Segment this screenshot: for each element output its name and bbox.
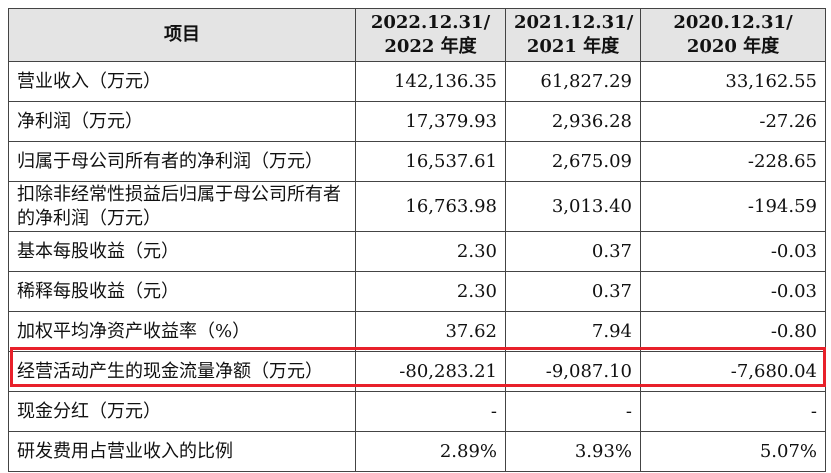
header-line: 2020 年度 [686,36,780,57]
value-cell: 0.37 [505,271,641,312]
data-table: 项目 2022.12.31/2022 年度 2021.12.31/2021 年度 20… [8,8,826,472]
value-cell: -0.03 [640,271,826,312]
row-label: 基本每股收益（元） [8,231,356,272]
value-cell: 3,013.40 [505,181,641,232]
value-cell: - [355,391,506,432]
value-cell: - [640,391,826,432]
value-cell: -194.59 [640,181,826,232]
value-cell: 33,162.55 [640,61,826,102]
value-cell: 17,379.93 [355,101,506,142]
header-line: 2022 年度 [384,36,477,57]
value-cell: 16,537.61 [355,141,506,182]
row-label: 现金分红（万元） [8,391,356,432]
value-cell: 5.07% [640,431,826,472]
value-cell: -0.03 [640,231,826,272]
value-cell: 37.62 [355,311,506,352]
header-line: 2022.12.31/ [370,12,491,33]
table-row: 稀释每股收益（元） 2.30 0.37 -0.03 [8,271,826,312]
row-label: 营业收入（万元） [8,61,356,102]
row-label: 研发费用占营业收入的比例 [8,431,356,472]
table-row: 经营活动产生的现金流量净额（万元） -80,283.21 -9,087.10 -7,6… [8,351,826,392]
row-label: 加权平均净资产收益率（%） [8,311,356,352]
value-cell: -228.65 [640,141,826,182]
table-row: 扣除非经常性损益后归属于母公司所有者的净利润（万元） 16,763.98 3,013… [8,181,826,232]
table-row: 现金分红（万元） - - - [8,391,826,432]
row-label: 经营活动产生的现金流量净额（万元） [8,351,356,392]
header-cell: 项目 [8,8,356,62]
header-cell: 2021.12.31/2021 年度 [505,8,641,62]
row-label: 稀释每股收益（元） [8,271,356,312]
value-cell: -7,680.04 [640,351,826,392]
value-cell: 0.37 [505,231,641,272]
header-line: 2021.12.31/ [514,12,634,33]
value-cell: 2,675.09 [505,141,641,182]
row-label: 净利润（万元） [8,101,356,142]
header-cell: 2022.12.31/2022 年度 [355,8,506,62]
table-row: 营业收入（万元） 142,136.35 61,827.29 33,162.55 [8,61,826,102]
value-cell: 2.30 [355,231,506,272]
value-cell: 142,136.35 [355,61,506,102]
header-cell: 2020.12.31/2020 年度 [640,8,826,62]
header-line: 2020.12.31/ [673,12,793,33]
value-cell: 16,763.98 [355,181,506,232]
table-row: 净利润（万元） 17,379.93 2,936.28 -27.26 [8,101,826,142]
header-line: 2021 年度 [526,36,620,57]
row-label: 归属于母公司所有者的净利润（万元） [8,141,356,182]
value-cell: -0.80 [640,311,826,352]
table-row: 归属于母公司所有者的净利润（万元） 16,537.61 2,675.09 -228.6… [8,141,826,182]
value-cell: 2.89% [355,431,506,472]
value-cell: - [505,391,641,432]
value-cell: -9,087.10 [505,351,641,392]
value-cell: 3.93% [505,431,641,472]
value-cell: 7.94 [505,311,641,352]
value-cell: 2.30 [355,271,506,312]
header-row: 项目 2022.12.31/2022 年度 2021.12.31/2021 年度 20… [8,8,826,62]
value-cell: -80,283.21 [355,351,506,392]
row-label: 扣除非经常性损益后归属于母公司所有者的净利润（万元） [8,181,356,232]
value-cell: 2,936.28 [505,101,641,142]
table-row: 研发费用占营业收入的比例 2.89% 3.93% 5.07% [8,431,826,472]
value-cell: 61,827.29 [505,61,641,102]
table-row: 基本每股收益（元） 2.30 0.37 -0.03 [8,231,826,272]
table-row: 加权平均净资产收益率（%） 37.62 7.94 -0.80 [8,311,826,352]
value-cell: -27.26 [640,101,826,142]
